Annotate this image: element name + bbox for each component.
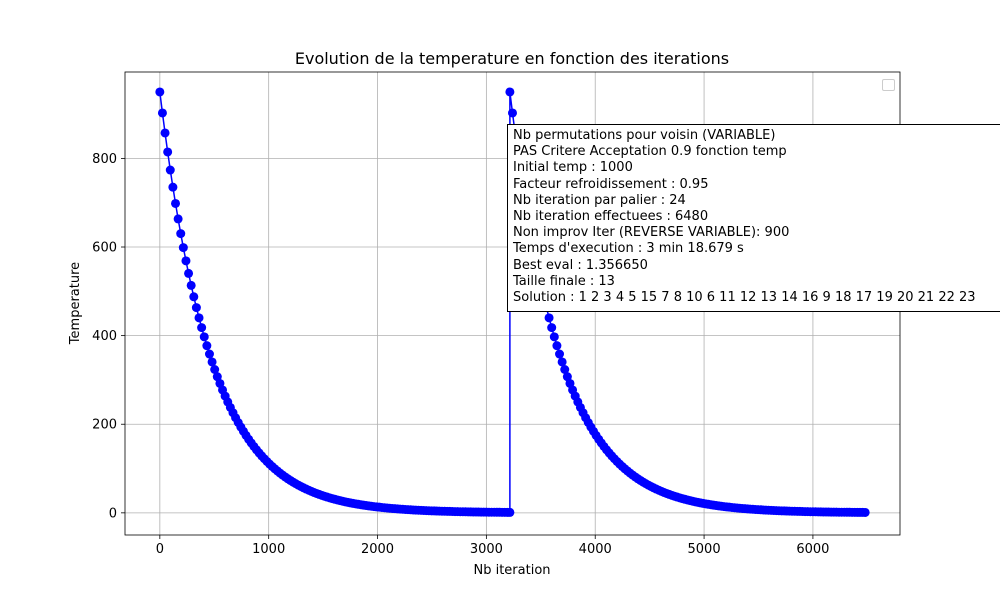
data-point xyxy=(165,165,175,175)
data-point xyxy=(860,507,870,517)
data-point xyxy=(181,256,191,266)
data-point xyxy=(544,313,554,323)
data-point xyxy=(178,243,188,253)
data-point xyxy=(168,182,178,192)
data-point xyxy=(557,357,567,367)
x-tick-label: 1000 xyxy=(252,542,285,557)
annotation-line: Solution : 1 2 3 4 5 15 7 8 10 6 11 12 1… xyxy=(513,290,976,306)
data-point xyxy=(204,349,214,359)
y-tick-label: 400 xyxy=(92,329,117,344)
data-point xyxy=(212,372,222,382)
y-tick-label: 800 xyxy=(92,152,117,167)
data-point xyxy=(155,87,165,97)
x-axis-label: Nb iteration xyxy=(473,563,550,578)
y-tick-label: 600 xyxy=(92,241,117,256)
annotation-line: Best eval : 1.356650 xyxy=(513,257,648,273)
data-point xyxy=(210,365,220,374)
data-point xyxy=(505,87,515,97)
annotation-line: Taille finale : 13 xyxy=(513,273,615,289)
data-point xyxy=(549,332,559,342)
annotation-line: Non improv Iter (REVERSE VARIABLE): 900 xyxy=(513,225,790,241)
y-axis-label: Temperature xyxy=(68,262,83,345)
data-point xyxy=(191,303,201,313)
data-point xyxy=(202,341,212,351)
data-point xyxy=(552,341,562,351)
data-point xyxy=(176,229,186,239)
data-point xyxy=(199,332,209,342)
data-point xyxy=(207,357,217,367)
y-tick-label: 200 xyxy=(92,418,117,433)
data-point xyxy=(184,268,194,278)
annotation-line: PAS Critere Acceptation 0.9 fonction tem… xyxy=(513,144,787,160)
annotation-box: Nb permutations pour voisin (VARIABLE) PA… xyxy=(507,124,1000,312)
legend xyxy=(882,79,895,91)
data-point xyxy=(555,349,565,359)
annotation-line: Facteur refroidissement : 0.95 xyxy=(513,176,709,192)
annotation-line: Initial temp : 1000 xyxy=(513,160,633,176)
annotation-line: Nb iteration effectuees : 6480 xyxy=(513,209,709,225)
x-tick-label: 4000 xyxy=(579,542,612,557)
axis-ticks: 0 1000 2000 3000 4000 5000 6000 0 200 400 600 800 xyxy=(92,152,829,557)
annotation-line: Nb iteration par palier : 24 xyxy=(513,192,686,208)
data-point xyxy=(508,108,517,118)
annotation-line: Temps d'execution : 3 min 18.679 s xyxy=(513,241,744,257)
data-point xyxy=(505,507,515,517)
x-tick-label: 5000 xyxy=(688,542,721,557)
data-point xyxy=(173,214,183,224)
data-point xyxy=(186,280,196,290)
data-point xyxy=(197,323,207,333)
x-tick-label: 2000 xyxy=(361,542,394,557)
data-point xyxy=(547,323,557,333)
data-point xyxy=(194,313,204,323)
data-point xyxy=(189,292,199,302)
annotation-line: Nb permutations pour voisin (VARIABLE) xyxy=(513,128,776,143)
x-tick-label: 6000 xyxy=(796,542,829,557)
data-point xyxy=(562,372,572,382)
x-tick-label: 0 xyxy=(156,542,164,557)
data-point xyxy=(560,365,570,374)
x-tick-label: 3000 xyxy=(470,542,503,557)
data-point xyxy=(171,198,181,208)
data-point xyxy=(163,147,173,157)
data-point xyxy=(160,128,170,138)
chart-title: Evolution de la temperature en fonction … xyxy=(295,49,729,68)
data-point xyxy=(157,108,167,118)
y-tick-label: 0 xyxy=(109,506,117,521)
